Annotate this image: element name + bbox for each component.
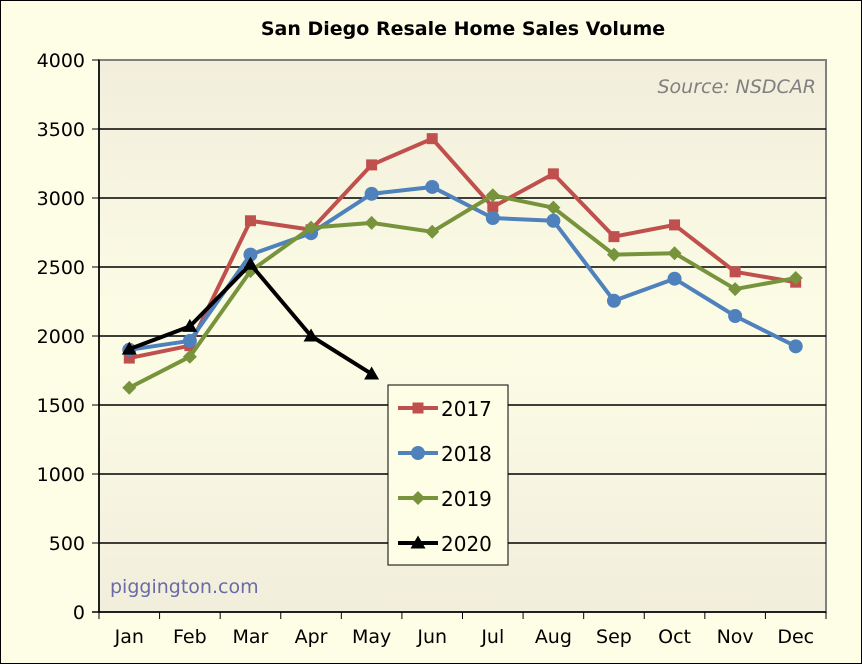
legend-label: 2019 [441,487,492,511]
data-point-diamond [667,246,682,261]
data-point-diamond [122,380,137,395]
data-point-diamond [546,200,561,215]
data-point-square [244,215,256,227]
y-tick-label: 1000 [37,464,85,486]
data-point-diamond [606,247,621,262]
y-tick-label: 2500 [37,257,85,279]
data-point-square [426,133,438,145]
data-point-square [608,231,620,243]
data-point-diamond [485,188,500,203]
y-tick-label: 3500 [37,119,85,141]
data-point-square [487,201,499,213]
x-tick-label: Apr [295,626,328,648]
x-tick-label: Aug [535,626,572,648]
x-tick-label: Nov [717,626,754,648]
data-point-triangle [364,366,380,380]
data-point-diamond [425,224,440,239]
legend-label: 2020 [441,532,492,556]
data-point-diamond [788,271,803,286]
x-tick-label: Sep [596,626,632,648]
y-tick-label: 0 [73,602,85,624]
data-point-square [412,402,424,414]
data-point-triangle [121,341,137,355]
data-point-circle [411,446,425,460]
legend-item-2018[interactable]: 2018 [398,442,492,466]
data-point-square [123,352,135,364]
y-tick-label: 4000 [37,50,85,72]
watermark: piggington.com [110,576,259,598]
series-line-2019 [128,193,797,390]
data-point-circle [728,308,743,323]
y-tick-label: 1500 [37,395,85,417]
legend-label: 2017 [441,397,492,421]
data-point-triangle [410,535,426,549]
data-point-circle [425,179,440,194]
x-tick-label: Jul [480,626,504,648]
legend-label: 2018 [441,442,492,466]
x-tick-label: May [352,626,391,648]
x-tick-label: Mar [233,626,269,648]
data-point-square [547,168,559,180]
x-tick-label: Oct [658,626,691,648]
x-tick-label: Jun [416,626,447,648]
data-point-circle [546,213,561,228]
legend: 2017 2018 2019 2020 [387,384,509,566]
legend-item-2017[interactable]: 2017 [398,397,492,421]
data-point-square [669,219,681,231]
data-point-diamond [304,220,319,235]
data-point-triangle [303,328,319,342]
data-point-diamond [411,491,425,505]
y-tick-label: 500 [49,533,85,555]
x-tick-label: Jan [114,626,144,648]
data-point-square [366,159,378,171]
chart-title: San Diego Resale Home Sales Volume [261,18,665,40]
data-point-diamond [182,349,197,364]
data-point-circle [606,293,621,308]
legend-item-2019[interactable]: 2019 [398,487,492,511]
legend-box [387,384,509,566]
y-tick-label: 2000 [37,326,85,348]
series-line-2017 [128,136,797,361]
series-line-2018 [128,184,797,352]
data-point-circle [667,271,682,286]
y-tick-label: 3000 [37,188,85,210]
source-note: Source: NSDCAR [658,76,817,98]
data-point-diamond [364,215,379,230]
data-point-diamond [728,282,743,297]
data-point-circle [788,339,803,354]
data-point-triangle [242,256,258,270]
data-point-circle [485,211,500,226]
data-point-triangle [182,318,198,332]
series-2020 [121,256,380,380]
legend-item-2020[interactable]: 2020 [398,532,492,556]
data-point-square [729,266,741,278]
data-point-circle [243,247,258,262]
x-tick-label: Feb [173,626,207,648]
series-2019 [122,188,803,395]
data-point-circle [364,186,379,201]
data-point-circle [182,333,197,348]
x-tick-label: Dec [777,626,814,648]
